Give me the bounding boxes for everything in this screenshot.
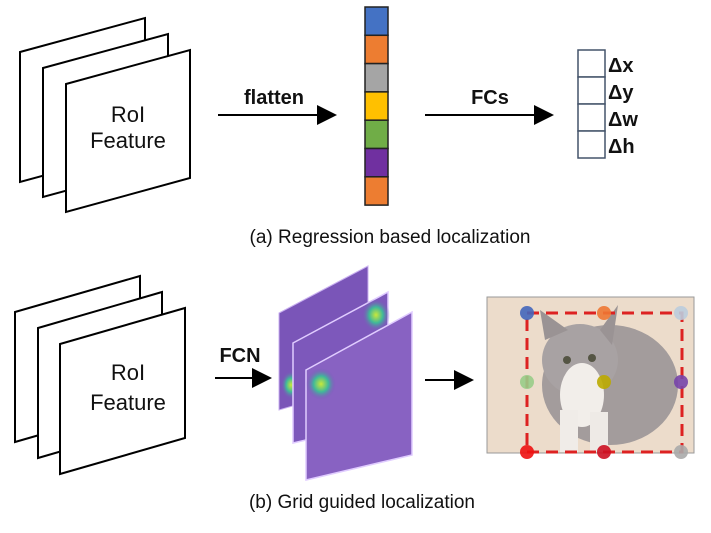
grid-point [520, 306, 534, 320]
heatmap-stack [278, 265, 413, 481]
vector-cell [364, 119, 389, 150]
cat-image [486, 296, 695, 454]
grid-point [674, 306, 688, 320]
output-dw: Δw [608, 109, 638, 131]
fcn-label: FCN [219, 345, 260, 367]
roi-feature-label: Feature [90, 128, 166, 153]
caption-b: (b) Grid guided localization [249, 492, 475, 513]
vector-cell [364, 147, 389, 178]
grid-point [520, 445, 534, 459]
vector-cell [364, 62, 389, 93]
grid-point [597, 445, 611, 459]
flatten-label: flatten [244, 87, 304, 109]
grid-points [520, 306, 688, 459]
vector-cell [364, 6, 389, 37]
roi-feature-stack-b: RoI Feature [14, 274, 186, 476]
regression-outputs: Δx Δy Δw Δh [577, 49, 638, 159]
grid-point [520, 375, 534, 389]
output-dy: Δy [608, 82, 634, 104]
grid-point [597, 375, 611, 389]
grid-point [674, 445, 688, 459]
flattened-vector [364, 6, 389, 206]
vector-cell [364, 176, 389, 206]
roi-feature-label: RoI [111, 102, 145, 127]
grid-point [597, 306, 611, 320]
output-dh: Δh [608, 136, 635, 158]
vector-cell [364, 34, 389, 65]
roi-feature-label: RoI [111, 360, 145, 385]
output-dx: Δx [608, 55, 634, 77]
fcs-label: FCs [471, 87, 509, 109]
vector-cell [364, 91, 389, 121]
grid-point [674, 375, 688, 389]
caption-a: (a) Regression based localization [250, 227, 531, 248]
roi-feature-stack-a: RoI Feature [19, 16, 191, 214]
roi-feature-label: Feature [90, 390, 166, 415]
